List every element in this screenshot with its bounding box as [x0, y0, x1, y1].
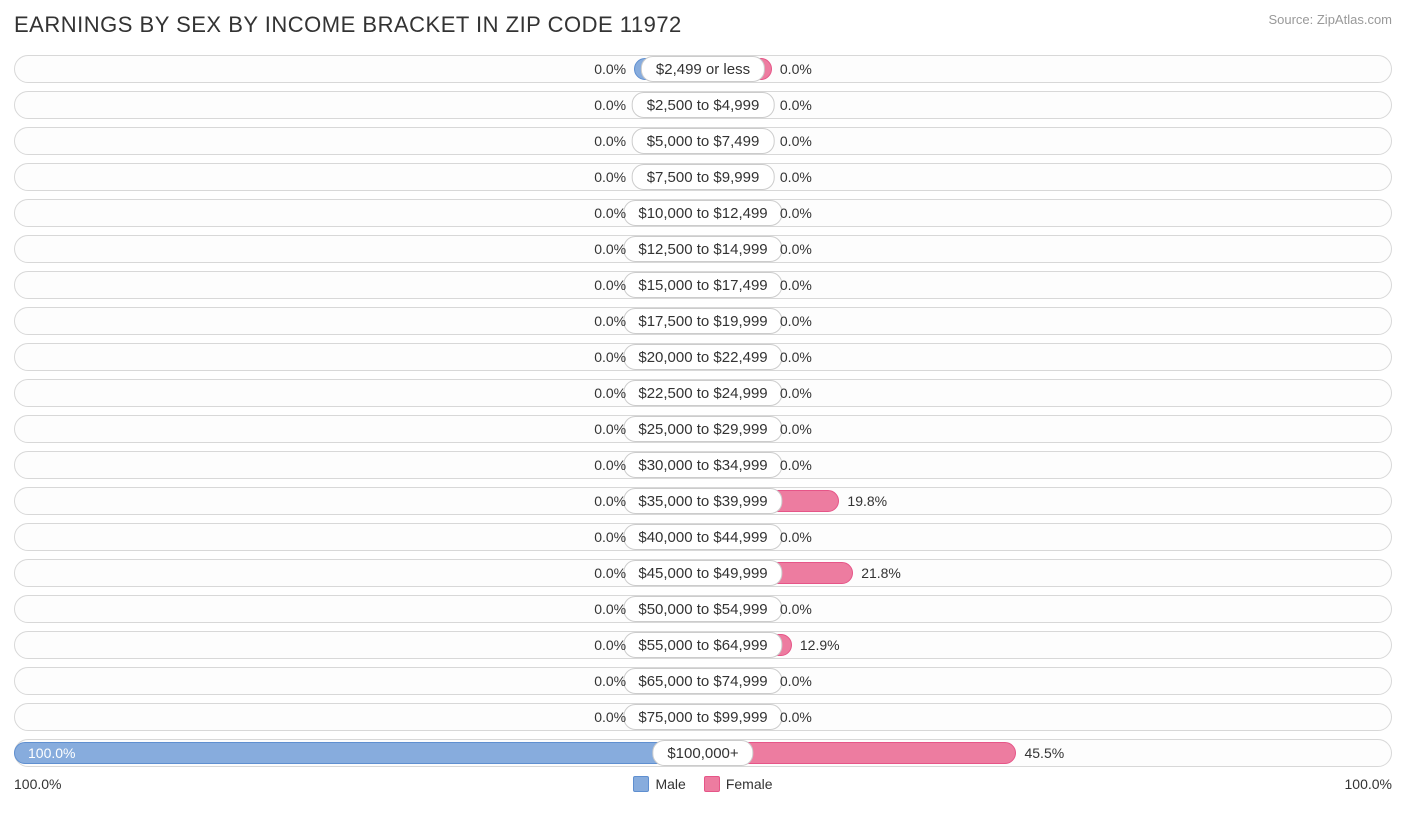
female-value: 0.0% [780, 232, 812, 266]
male-value: 0.0% [594, 700, 626, 734]
bracket-label: $45,000 to $49,999 [623, 560, 782, 586]
female-value: 0.0% [780, 340, 812, 374]
bracket-label: $5,000 to $7,499 [632, 128, 775, 154]
male-value: 100.0% [28, 736, 75, 770]
chart-row: $55,000 to $64,9990.0% 12.9% [14, 628, 1392, 662]
bracket-label: $2,499 or less [641, 56, 765, 82]
chart-row: $30,000 to $34,9990.0% 0.0% [14, 448, 1392, 482]
chart-body: $2,499 or less0.0%0.0%$2,500 to $4,9990.… [14, 52, 1392, 770]
female-value: 0.0% [780, 196, 812, 230]
female-value: 0.0% [780, 412, 812, 446]
legend-female-label: Female [726, 776, 773, 792]
axis-right-label: 100.0% [1345, 776, 1392, 792]
female-value: 12.9% [800, 628, 840, 662]
chart-row: $15,000 to $17,4990.0% 0.0% [14, 268, 1392, 302]
bracket-label: $55,000 to $64,999 [623, 632, 782, 658]
male-value: 0.0% [594, 592, 626, 626]
male-value: 0.0% [594, 52, 626, 86]
chart-row: $7,500 to $9,9990.0% 0.0% [14, 160, 1392, 194]
chart-source: Source: ZipAtlas.com [1268, 12, 1392, 27]
bracket-label: $7,500 to $9,999 [632, 164, 775, 190]
bracket-label: $17,500 to $19,999 [623, 308, 782, 334]
chart-row: $17,500 to $19,9990.0% 0.0% [14, 304, 1392, 338]
bracket-label: $15,000 to $17,499 [623, 272, 782, 298]
female-value: 45.5% [1024, 736, 1064, 770]
male-value: 0.0% [594, 232, 626, 266]
bracket-label: $10,000 to $12,499 [623, 200, 782, 226]
chart-row: $40,000 to $44,9990.0% 0.0% [14, 520, 1392, 554]
chart-row: $50,000 to $54,9990.0% 0.0% [14, 592, 1392, 626]
male-bar [14, 742, 703, 764]
chart-row: $45,000 to $49,9990.0% 21.8% [14, 556, 1392, 590]
female-value: 0.0% [780, 700, 812, 734]
male-value: 0.0% [594, 520, 626, 554]
chart-title: EARNINGS BY SEX BY INCOME BRACKET IN ZIP… [14, 12, 682, 38]
chart-header: EARNINGS BY SEX BY INCOME BRACKET IN ZIP… [14, 12, 1392, 38]
chart-footer: 100.0% Male Female 100.0% [14, 776, 1392, 792]
bracket-label: $2,500 to $4,999 [632, 92, 775, 118]
legend: Male Female [633, 776, 772, 792]
bracket-label: $20,000 to $22,499 [623, 344, 782, 370]
chart-row: $2,499 or less 0.0% 0.0% [14, 52, 1392, 86]
male-swatch-icon [633, 776, 649, 792]
bracket-label: $40,000 to $44,999 [623, 524, 782, 550]
bracket-label: $35,000 to $39,999 [623, 488, 782, 514]
legend-male-label: Male [655, 776, 685, 792]
male-value: 0.0% [594, 484, 626, 518]
female-value: 0.0% [780, 88, 812, 122]
chart-row: $35,000 to $39,9990.0% 19.8% [14, 484, 1392, 518]
male-value: 0.0% [594, 376, 626, 410]
male-value: 0.0% [594, 88, 626, 122]
female-swatch-icon [704, 776, 720, 792]
female-value: 0.0% [780, 592, 812, 626]
chart-row: $65,000 to $74,9990.0% 0.0% [14, 664, 1392, 698]
male-value: 0.0% [594, 664, 626, 698]
legend-item-female: Female [704, 776, 773, 792]
chart-row: $100,000+ 100.0% 45.5% [14, 736, 1392, 770]
bracket-label: $12,500 to $14,999 [623, 236, 782, 262]
chart-row: $25,000 to $29,9990.0% 0.0% [14, 412, 1392, 446]
male-value: 0.0% [594, 628, 626, 662]
male-value: 0.0% [594, 556, 626, 590]
female-value: 0.0% [780, 448, 812, 482]
chart-row: $20,000 to $22,4990.0% 0.0% [14, 340, 1392, 374]
chart-row: $75,000 to $99,9990.0% 0.0% [14, 700, 1392, 734]
male-value: 0.0% [594, 196, 626, 230]
chart-row: $12,500 to $14,9990.0% 0.0% [14, 232, 1392, 266]
male-value: 0.0% [594, 160, 626, 194]
female-value: 0.0% [780, 160, 812, 194]
bracket-label: $22,500 to $24,999 [623, 380, 782, 406]
female-value: 0.0% [780, 664, 812, 698]
male-value: 0.0% [594, 412, 626, 446]
male-value: 0.0% [594, 304, 626, 338]
male-value: 0.0% [594, 268, 626, 302]
female-value: 0.0% [780, 376, 812, 410]
female-value: 0.0% [780, 304, 812, 338]
female-value: 0.0% [780, 268, 812, 302]
male-value: 0.0% [594, 448, 626, 482]
bracket-label: $25,000 to $29,999 [623, 416, 782, 442]
female-value: 19.8% [847, 484, 887, 518]
female-value: 21.8% [861, 556, 901, 590]
chart-row: $5,000 to $7,4990.0% 0.0% [14, 124, 1392, 158]
bracket-label: $65,000 to $74,999 [623, 668, 782, 694]
legend-item-male: Male [633, 776, 685, 792]
female-value: 0.0% [780, 520, 812, 554]
male-value: 0.0% [594, 124, 626, 158]
male-value: 0.0% [594, 340, 626, 374]
bracket-label: $75,000 to $99,999 [623, 704, 782, 730]
female-value: 0.0% [780, 52, 812, 86]
bracket-label: $50,000 to $54,999 [623, 596, 782, 622]
chart-row: $22,500 to $24,9990.0% 0.0% [14, 376, 1392, 410]
chart-row: $10,000 to $12,4990.0% 0.0% [14, 196, 1392, 230]
chart-row: $2,500 to $4,9990.0% 0.0% [14, 88, 1392, 122]
axis-left-label: 100.0% [14, 776, 61, 792]
bracket-label: $100,000+ [652, 740, 753, 766]
bracket-label: $30,000 to $34,999 [623, 452, 782, 478]
female-value: 0.0% [780, 124, 812, 158]
